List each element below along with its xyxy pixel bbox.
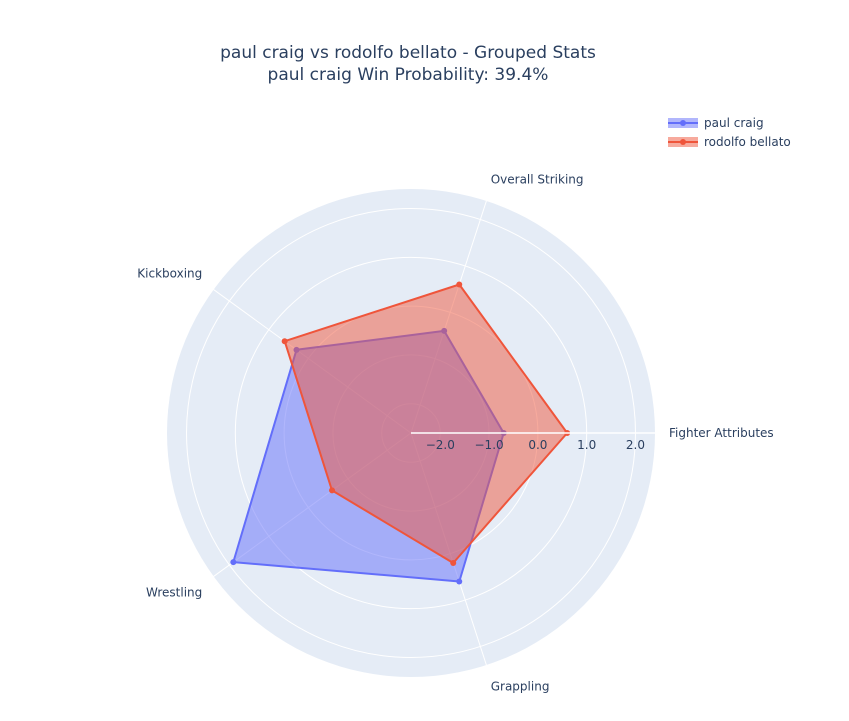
- angular-axis-labels: Fighter Attributes Overall Striking Kickbo…: [137, 173, 773, 694]
- legend: paul craig rodolfo bellato: [668, 116, 791, 149]
- series-layer: [230, 281, 571, 585]
- legend-swatch-paul-craig-marker: [680, 120, 686, 126]
- angular-label-overall-striking: Overall Striking: [491, 173, 584, 187]
- point-rodolfo-bellato-grappling[interactable]: [450, 559, 457, 566]
- radial-tick-label: −2.0: [426, 438, 455, 452]
- legend-label-rodolfo-bellato: rodolfo bellato: [704, 135, 791, 149]
- radial-tick-label: 0.0: [528, 438, 547, 452]
- legend-item-rodolfo-bellato[interactable]: rodolfo bellato: [668, 135, 791, 149]
- point-rodolfo-bellato-wrestling[interactable]: [329, 487, 336, 494]
- chart-title-line-2: paul craig Win Probability: 39.4%: [268, 65, 549, 85]
- angular-label-wrestling: Wrestling: [146, 586, 202, 600]
- point-paul-craig-grappling[interactable]: [456, 578, 463, 585]
- radial-tick-label: 1.0: [577, 438, 596, 452]
- radial-tick-label: 2.0: [626, 438, 645, 452]
- angular-label-fighter-attributes: Fighter Attributes: [669, 426, 774, 440]
- radial-axis: −2.0 −1.0 0.0 1.0 2.0: [411, 432, 655, 452]
- legend-label-paul-craig: paul craig: [704, 116, 764, 130]
- angular-label-grappling: Grappling: [491, 679, 550, 693]
- series-area-rodolfo-bellato: [283, 283, 569, 564]
- point-rodolfo-bellato-overall-striking[interactable]: [456, 281, 463, 288]
- radial-tick-label: −1.0: [475, 438, 504, 452]
- point-paul-craig-wrestling[interactable]: [230, 559, 237, 566]
- chart-title-line-1: paul craig vs rodolfo bellato - Grouped …: [220, 43, 596, 63]
- legend-swatch-rodolfo-bellato-marker: [680, 139, 686, 145]
- angular-label-kickboxing: Kickboxing: [137, 266, 202, 280]
- legend-item-paul-craig[interactable]: paul craig: [668, 116, 764, 130]
- point-rodolfo-bellato-kickboxing[interactable]: [281, 338, 288, 345]
